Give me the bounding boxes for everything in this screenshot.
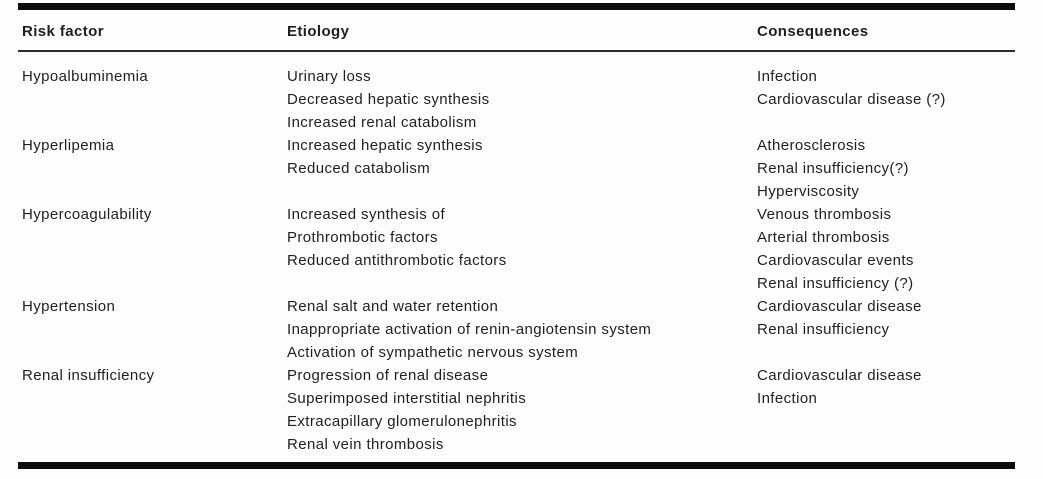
cell-etiology: Inappropriate activation of renin-angiot…: [287, 321, 652, 338]
column-header-consequences: Consequences: [757, 23, 869, 40]
top-rule: [18, 3, 1015, 10]
risk-factor-table: Risk factor Etiology Consequences Hypoal…: [18, 3, 1015, 469]
table-row: Renal insufficiency Progression of renal …: [18, 364, 1015, 387]
cell-etiology: Superimposed interstitial nephritis: [287, 390, 527, 407]
bottom-rule: [18, 462, 1015, 469]
cell-etiology: [283, 272, 753, 295]
cell-consequences: Renal insufficiency (?): [757, 275, 914, 292]
cell-risk_factor: Hypercoagulability: [22, 206, 152, 223]
cell-risk_factor: [18, 111, 283, 134]
cell-etiology: Urinary loss: [287, 68, 371, 85]
cell-etiology: Activation of sympathetic nervous system: [287, 344, 579, 361]
table-row: Hyperviscosity: [18, 180, 1015, 203]
cell-risk_factor: [18, 249, 283, 272]
table-body: Hypoalbuminemia Urinary loss Infection Decr…: [18, 52, 1015, 456]
table-header: Risk factor Etiology Consequences: [18, 10, 1015, 50]
table-row: Hypoalbuminemia Urinary loss Infection: [18, 65, 1015, 88]
cell-consequences: [753, 433, 1015, 456]
cell-consequences: Venous thrombosis: [757, 206, 892, 223]
table-row: Reduced antithrombotic factors Cardiovasc…: [18, 249, 1015, 272]
cell-consequences: Cardiovascular disease (?): [757, 91, 946, 108]
table-row: Inappropriate activation of renin-angiot…: [18, 318, 1015, 341]
cell-consequences: Hyperviscosity: [757, 183, 860, 200]
cell-consequences: Infection: [757, 68, 818, 85]
column-header-etiology: Etiology: [287, 23, 350, 40]
cell-etiology: [283, 180, 753, 203]
table-row: Renal insufficiency (?): [18, 272, 1015, 295]
cell-risk_factor: [18, 226, 283, 249]
cell-consequences: [753, 410, 1015, 433]
cell-etiology: Increased hepatic synthesis: [287, 137, 483, 154]
cell-etiology: Renal salt and water retention: [287, 298, 499, 315]
cell-consequences: Renal insufficiency: [757, 321, 890, 338]
cell-etiology: Reduced catabolism: [287, 160, 431, 177]
cell-etiology: Prothrombotic factors: [287, 229, 438, 246]
cell-risk_factor: [18, 272, 283, 295]
cell-risk_factor: [18, 410, 283, 433]
cell-consequences: Renal insufficiency(?): [757, 160, 909, 177]
cell-risk_factor: [18, 387, 283, 410]
cell-risk_factor: Renal insufficiency: [22, 367, 155, 384]
cell-risk_factor: [18, 433, 283, 456]
cell-risk_factor: Hyperlipemia: [22, 137, 115, 154]
table-row: Renal vein thrombosis: [18, 433, 1015, 456]
cell-consequences: Infection: [757, 390, 818, 407]
cell-etiology: Extracapillary glomerulonephritis: [287, 413, 517, 430]
cell-risk_factor: [18, 157, 283, 180]
table-row: Hypercoagulability Increased synthesis of…: [18, 203, 1015, 226]
table-row: Reduced catabolism Renal insufficiency(?): [18, 157, 1015, 180]
cell-etiology: Progression of renal disease: [287, 367, 489, 384]
cell-consequences: Cardiovascular events: [757, 252, 914, 269]
table-row: Increased renal catabolism: [18, 111, 1015, 134]
cell-risk_factor: [18, 180, 283, 203]
cell-etiology: Reduced antithrombotic factors: [287, 252, 507, 269]
table-row: Hypertension Renal salt and water retenti…: [18, 295, 1015, 318]
cell-consequences: Atherosclerosis: [757, 137, 866, 154]
column-header-risk-factor: Risk factor: [22, 23, 104, 40]
cell-etiology: Renal vein thrombosis: [287, 436, 444, 453]
header-rule: [18, 50, 1015, 52]
table-row: Activation of sympathetic nervous system: [18, 341, 1015, 364]
table-row: Extracapillary glomerulonephritis: [18, 410, 1015, 433]
table-row: Superimposed interstitial nephritis Infec…: [18, 387, 1015, 410]
cell-consequences: Arterial thrombosis: [757, 229, 890, 246]
cell-risk_factor: Hypoalbuminemia: [22, 68, 149, 85]
cell-consequences: Cardiovascular disease: [757, 367, 922, 384]
cell-risk_factor: Hypertension: [22, 298, 116, 315]
cell-risk_factor: [18, 341, 283, 364]
cell-risk_factor: [18, 318, 283, 341]
table-row: Hyperlipemia Increased hepatic synthesis A…: [18, 134, 1015, 157]
cell-consequences: [753, 341, 1015, 364]
table-row: Prothrombotic factors Arterial thrombosis: [18, 226, 1015, 249]
table-row: Decreased hepatic synthesis Cardiovascula…: [18, 88, 1015, 111]
cell-etiology: Decreased hepatic synthesis: [287, 91, 490, 108]
cell-risk_factor: [18, 88, 283, 111]
cell-consequences: Cardiovascular disease: [757, 298, 922, 315]
cell-etiology: Increased synthesis of: [287, 206, 446, 223]
cell-consequences: [753, 111, 1015, 134]
cell-etiology: Increased renal catabolism: [287, 114, 477, 131]
